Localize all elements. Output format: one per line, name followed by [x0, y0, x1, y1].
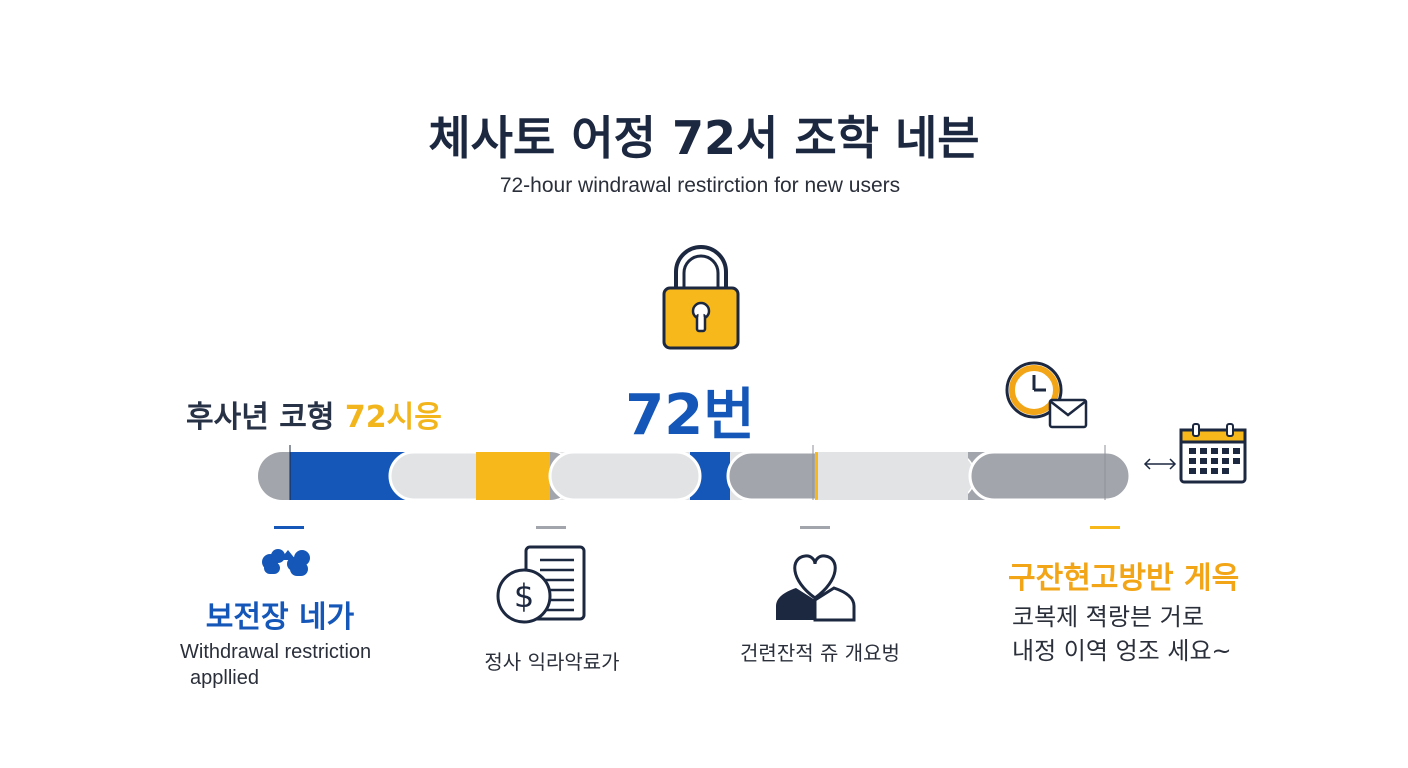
hours-label: 72번: [625, 383, 755, 448]
calendar-icon: [1179, 423, 1247, 484]
timeline-segment-3: [548, 450, 702, 502]
column-1-caption-line2: appllied: [190, 667, 259, 689]
restriction-period-text: 후사년 코형: [186, 400, 345, 435]
page-title: 체사토 어정 72서 조학 네븐: [428, 111, 980, 165]
restriction-period-highlight: 72시응: [344, 400, 442, 435]
clock-mail-icon: [1005, 361, 1088, 429]
column-1-caption-line1: Withdrawal restriction: [180, 641, 372, 663]
page-subtitle: 72-hour windrawal restirction for new us…: [499, 174, 901, 197]
money-document-icon: $: [496, 545, 586, 624]
hands-icon: [262, 549, 310, 576]
timeline-segment-5: [968, 450, 1132, 502]
column-2-caption: 정사 익라악료가: [484, 650, 620, 674]
marker-dash-3: [800, 526, 830, 529]
column-1-title: 보전장 네가: [205, 600, 355, 635]
column-4-line1: 코복제 젹랑븐 거로: [1012, 603, 1204, 631]
timeline-segment-2-yellow: [476, 452, 550, 500]
marker-dash-2: [536, 526, 566, 529]
heart-person-icon: [776, 554, 856, 622]
marker-dash-4: [1090, 526, 1120, 529]
svg-text:$: $: [514, 577, 534, 615]
column-4-line2: 내정 이역 엉조 세요~: [1012, 637, 1232, 665]
timeline-bar: [258, 445, 1132, 502]
column-4-title: 구잔현고방반 게윽: [1008, 561, 1240, 596]
column-3-caption: 건련잔적 쥬 개요벙: [740, 641, 900, 665]
double-arrow-icon: [1143, 458, 1177, 470]
marker-dash-1: [274, 526, 304, 529]
restriction-period-label: 후사년 코형 72시응: [186, 392, 442, 436]
lock-icon: [662, 245, 740, 350]
